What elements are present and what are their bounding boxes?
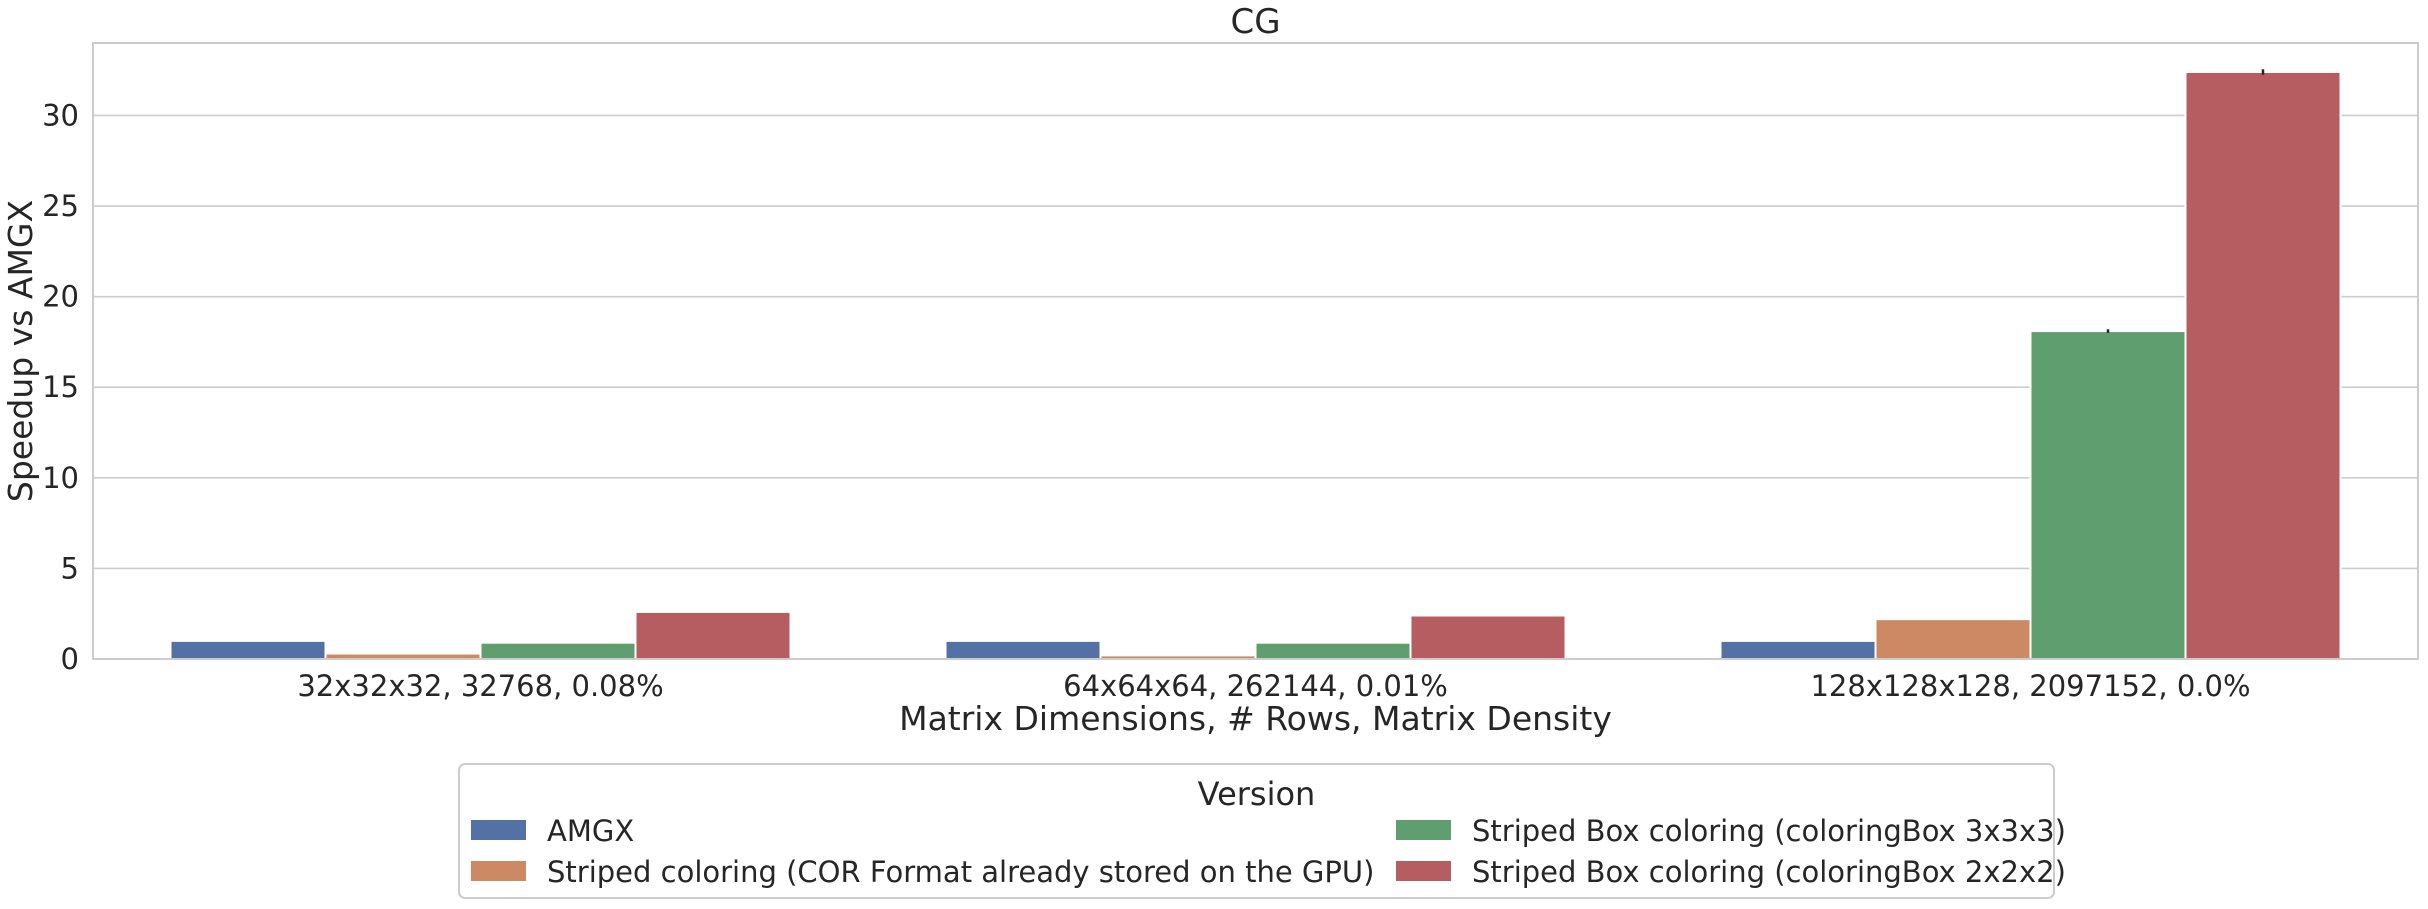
bar — [479, 641, 637, 660]
y-tick-label: 30 — [42, 98, 79, 132]
legend-swatch — [1396, 820, 1451, 840]
y-tick-label: 15 — [42, 370, 79, 404]
bar — [1409, 614, 1567, 660]
legend-label: AMGX — [547, 814, 634, 848]
legend-frame — [458, 763, 2055, 899]
y-tick-label: 5 — [61, 551, 79, 585]
x-tick-label: 64x64x64, 262144, 0.01% — [1063, 669, 1448, 703]
bar — [2184, 70, 2342, 661]
legend-swatch — [1396, 861, 1451, 881]
y-tick-label: 20 — [42, 280, 79, 314]
legend-label: Striped Box coloring (coloringBox 2x2x2) — [1472, 855, 2066, 889]
bar — [1254, 641, 1412, 660]
legend-label: Striped coloring (COR Format already sto… — [547, 855, 1374, 889]
y-axis-label: Speedup vs AMGX — [1, 200, 40, 502]
x-tick-labels: 32x32x32, 32768, 0.08% 64x64x64, 262144, … — [297, 669, 2250, 703]
legend-swatch — [471, 820, 526, 840]
y-tick-label: 25 — [42, 189, 79, 223]
bar — [1874, 618, 2032, 660]
bars — [169, 69, 2342, 661]
bar — [169, 639, 327, 660]
x-tick-label: 32x32x32, 32768, 0.08% — [297, 669, 663, 703]
plot-frame — [92, 42, 2419, 660]
x-axis-label: Matrix Dimensions, # Rows, Matrix Densit… — [899, 699, 1612, 738]
legend-swatch — [471, 861, 526, 881]
y-tick-label: 0 — [61, 642, 79, 676]
bar — [1719, 639, 1877, 660]
legend-title: Version — [1198, 775, 1316, 813]
legend: Version AMGX Striped coloring (COR Format… — [458, 763, 2066, 899]
legend-label: Striped Box coloring (coloringBox 3x3x3) — [1472, 814, 2066, 848]
chart-title: CG — [1230, 2, 1280, 42]
y-tick-labels: 0 5 10 15 20 25 30 — [42, 98, 79, 676]
bar — [634, 610, 792, 660]
y-tick-label: 10 — [42, 461, 79, 495]
x-tick-label: 128x128x128, 2097152, 0.0% — [1810, 669, 2250, 703]
bar — [2029, 330, 2187, 660]
grid-lines — [93, 114, 2418, 660]
bar — [944, 639, 1102, 660]
